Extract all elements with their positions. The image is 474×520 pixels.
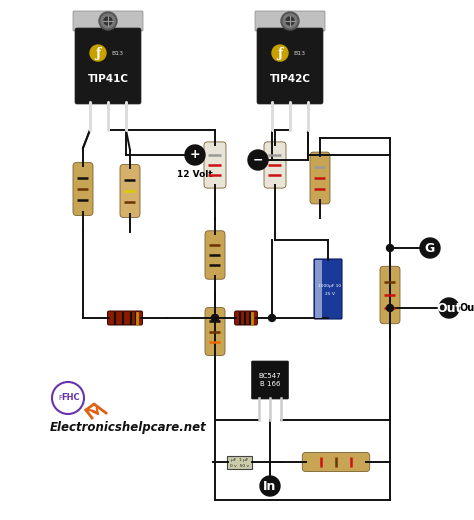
Text: BC547
B 166: BC547 B 166 [259, 373, 281, 387]
Text: 25 V: 25 V [325, 292, 335, 296]
FancyBboxPatch shape [257, 28, 323, 104]
Text: G: G [425, 241, 435, 254]
Text: Out: Out [460, 303, 474, 313]
Text: 12 Volt: 12 Volt [177, 170, 213, 179]
FancyBboxPatch shape [252, 361, 289, 399]
FancyBboxPatch shape [204, 142, 226, 188]
Circle shape [439, 298, 459, 318]
Bar [315, 260, 322, 318]
Circle shape [99, 12, 117, 30]
Circle shape [90, 45, 106, 61]
Circle shape [386, 305, 393, 311]
FancyBboxPatch shape [302, 452, 370, 472]
Circle shape [211, 315, 219, 321]
Text: Out: Out [436, 302, 462, 315]
Circle shape [283, 14, 297, 28]
FancyBboxPatch shape [228, 456, 253, 469]
FancyBboxPatch shape [310, 152, 330, 204]
Circle shape [248, 150, 268, 170]
Circle shape [281, 12, 299, 30]
FancyBboxPatch shape [108, 311, 143, 325]
Circle shape [101, 14, 115, 28]
Circle shape [268, 315, 275, 321]
Text: 1000μF 10: 1000μF 10 [319, 284, 342, 288]
Circle shape [420, 238, 440, 258]
FancyBboxPatch shape [73, 11, 143, 31]
Text: 0 v  50 v: 0 v 50 v [230, 464, 250, 468]
Text: B13: B13 [111, 50, 123, 56]
Text: ƒ: ƒ [95, 47, 100, 59]
Circle shape [260, 476, 280, 496]
Text: μF  1 μF: μF 1 μF [231, 458, 249, 462]
Circle shape [286, 17, 294, 25]
Text: FHC: FHC [62, 394, 80, 402]
Circle shape [185, 145, 205, 165]
FancyBboxPatch shape [73, 163, 93, 215]
Circle shape [211, 315, 219, 321]
FancyBboxPatch shape [205, 231, 225, 279]
FancyBboxPatch shape [380, 266, 400, 323]
Circle shape [272, 45, 288, 61]
Text: TIP41C: TIP41C [88, 74, 128, 84]
Text: Electronicshelpcare.net: Electronicshelpcare.net [50, 422, 207, 435]
Text: In: In [264, 479, 277, 492]
Text: −: − [253, 153, 263, 166]
Circle shape [386, 244, 393, 252]
FancyBboxPatch shape [205, 307, 225, 356]
Text: F: F [58, 395, 62, 401]
FancyBboxPatch shape [314, 259, 342, 319]
FancyBboxPatch shape [120, 164, 140, 217]
Text: TIP42C: TIP42C [270, 74, 310, 84]
Circle shape [104, 17, 112, 25]
Text: ƒ: ƒ [277, 47, 283, 59]
Text: B13: B13 [293, 50, 305, 56]
FancyBboxPatch shape [255, 11, 325, 31]
FancyBboxPatch shape [235, 311, 257, 325]
FancyBboxPatch shape [75, 28, 141, 104]
FancyBboxPatch shape [264, 142, 286, 188]
Text: +: + [190, 149, 201, 162]
